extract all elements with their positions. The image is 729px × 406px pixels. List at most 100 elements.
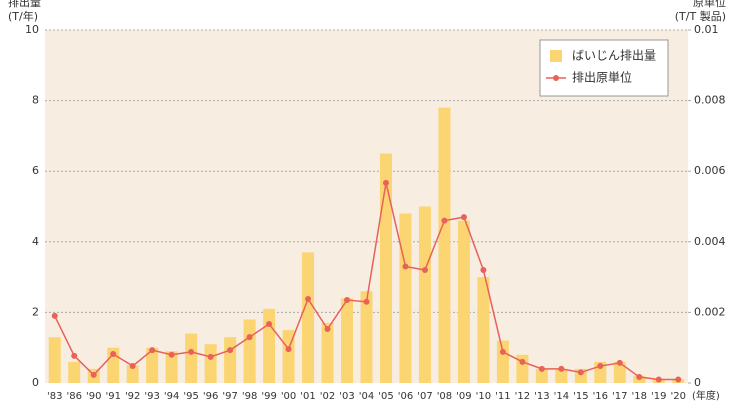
bar — [555, 368, 568, 383]
legend-swatch — [550, 50, 562, 62]
line-point — [538, 365, 545, 372]
x-tick-label: '01 — [300, 391, 315, 402]
bar — [204, 344, 217, 383]
line-point — [51, 312, 58, 319]
bar — [438, 107, 451, 383]
x-tick-label: '06 — [398, 391, 413, 402]
y2-tick-label: 0.006 — [694, 164, 726, 177]
x-tick-label: '19 — [651, 391, 666, 402]
bar — [341, 298, 354, 383]
bar — [224, 337, 237, 383]
bar — [418, 206, 431, 383]
x-tick-label: '15 — [573, 391, 588, 402]
y-tick-label: 6 — [32, 164, 39, 177]
bar — [48, 337, 61, 383]
line-point — [110, 351, 117, 358]
x-tick-label: '98 — [242, 391, 257, 402]
line-point — [441, 217, 448, 224]
x-tick-label: '03 — [339, 391, 354, 402]
bar — [146, 347, 159, 383]
line-point — [577, 369, 584, 376]
x-tick-label: '02 — [320, 391, 335, 402]
y-tick-label: 2 — [32, 305, 39, 318]
line-point — [402, 263, 409, 270]
line-point — [675, 376, 682, 383]
x-tick-label: '86 — [66, 391, 81, 402]
x-tick-label: '83 — [47, 391, 62, 402]
x-tick-label: '00 — [281, 391, 296, 402]
line-point — [188, 348, 195, 355]
line-point — [558, 365, 565, 372]
bar — [185, 333, 198, 383]
bar — [302, 252, 315, 383]
x-tick-label: '93 — [144, 391, 159, 402]
x-tick-label: '11 — [495, 391, 510, 402]
y-axis-label: (T/年) — [8, 9, 38, 23]
line-point — [597, 363, 604, 370]
line-point — [480, 267, 487, 274]
x-tick-label: '94 — [164, 391, 179, 402]
line-point — [655, 376, 662, 383]
x-tick-label: '17 — [612, 391, 627, 402]
x-tick-label: '18 — [632, 391, 647, 402]
bar — [379, 153, 392, 383]
line-point — [363, 298, 370, 305]
line-point — [149, 347, 156, 354]
line-point — [519, 358, 526, 365]
y-tick-label: 4 — [32, 235, 39, 248]
bar — [126, 365, 139, 383]
line-point — [305, 295, 312, 302]
x-tick-label: '05 — [378, 391, 393, 402]
line-point — [266, 321, 273, 328]
x-tick-label: '20 — [671, 391, 686, 402]
line-point — [285, 346, 292, 353]
legend-swatch — [553, 75, 559, 81]
y2-tick-label: 0.008 — [694, 94, 726, 107]
y2-tick-label: 0.01 — [694, 23, 719, 36]
y-tick-label: 0 — [32, 376, 39, 389]
y2-tick-label: 0.002 — [694, 305, 726, 318]
legend-box — [539, 39, 669, 97]
line-point — [90, 371, 97, 378]
x-tick-label: '08 — [437, 391, 452, 402]
y-axis-label: 排出量 — [8, 0, 41, 9]
bar — [243, 319, 256, 383]
line-point — [460, 214, 467, 221]
y2-tick-label: 0.004 — [694, 235, 726, 248]
x-tick-label: '14 — [554, 391, 569, 402]
legend-label: ばいじん排出量 — [572, 49, 656, 63]
bar — [68, 361, 81, 383]
line-point — [246, 334, 253, 341]
bar — [535, 368, 548, 383]
bar — [613, 361, 626, 383]
x-tick-label: '95 — [183, 391, 198, 402]
line-point — [382, 179, 389, 186]
x-axis-label: (年度) — [692, 389, 720, 402]
x-tick-label: '96 — [203, 391, 218, 402]
bar — [360, 291, 373, 383]
line-point — [421, 267, 428, 274]
x-tick-label: '07 — [417, 391, 432, 402]
x-tick-label: '91 — [105, 391, 120, 402]
bar — [457, 220, 470, 383]
x-tick-label: '16 — [593, 391, 608, 402]
line-point — [168, 351, 175, 358]
line-point — [71, 352, 78, 359]
bar — [477, 277, 490, 383]
x-tick-label: '90 — [86, 391, 101, 402]
line-point — [499, 348, 506, 355]
x-tick-label: '99 — [261, 391, 276, 402]
x-tick-label: '92 — [125, 391, 140, 402]
bar — [263, 308, 276, 383]
x-tick-label: '09 — [456, 391, 471, 402]
legend-label: 排出原単位 — [572, 70, 632, 85]
line-point — [324, 325, 331, 332]
line-point — [636, 373, 643, 380]
x-tick-label: '04 — [359, 391, 374, 402]
bar — [496, 340, 509, 383]
x-tick-label: '10 — [476, 391, 491, 402]
x-tick-label: '12 — [515, 391, 530, 402]
x-tick-label: '97 — [222, 391, 237, 402]
y2-axis-label: 原単位 — [693, 0, 726, 9]
